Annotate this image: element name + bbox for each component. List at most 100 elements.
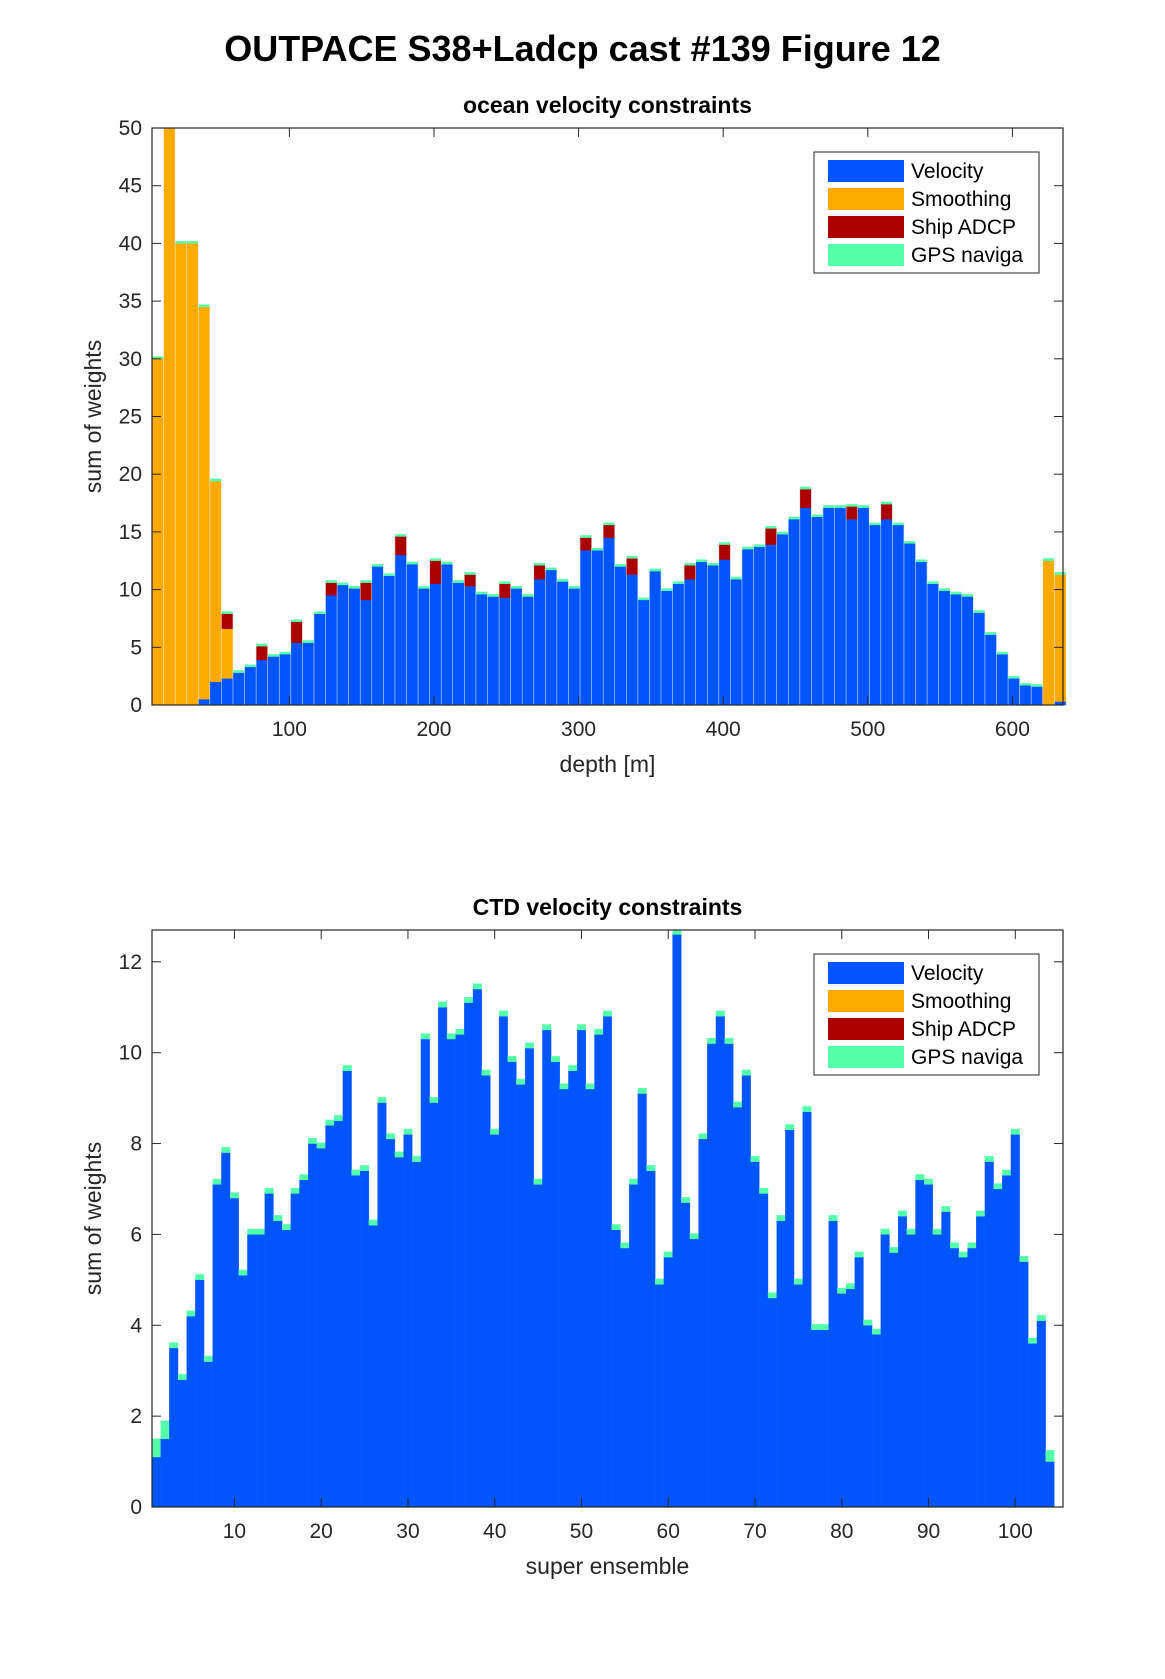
bar-velocity <box>394 1157 404 1508</box>
bar-velocity <box>429 583 442 706</box>
bar-velocity <box>446 1038 456 1508</box>
bar-velocity <box>221 1152 231 1508</box>
bar-velocity <box>160 1438 170 1508</box>
ocean-velocity-chart: 0 5 10 15 20 25 30 35 40 45 50 100 200 300 400 500 600 oc… <box>80 92 1067 777</box>
bar-gps-naviga <box>244 664 257 668</box>
bar-gps-naviga <box>550 1056 560 1062</box>
bar-ship-adcp <box>764 528 777 545</box>
bar-gps-naviga <box>741 546 754 550</box>
bar-gps-naviga <box>637 1087 647 1094</box>
bar-gps-naviga <box>510 585 523 589</box>
bar-velocity <box>169 1347 179 1508</box>
bar-gps-naviga <box>559 1083 569 1090</box>
y-tick-label: 4 <box>130 1314 142 1337</box>
bar-gps-naviga <box>568 585 581 589</box>
bar-gps-naviga <box>542 1024 552 1031</box>
bar-velocity <box>683 579 696 706</box>
bar-velocity <box>498 597 511 706</box>
bar-velocity <box>950 594 962 706</box>
bar-velocity <box>776 534 789 706</box>
bar-velocity <box>368 1225 378 1508</box>
bar-velocity <box>996 654 1009 706</box>
bar-velocity <box>915 561 928 706</box>
bar-ship-adcp <box>429 560 442 584</box>
bar-velocity <box>1010 1134 1020 1508</box>
x-tick-label: 90 <box>917 1520 940 1543</box>
x-tick-label: 10 <box>223 1520 246 1543</box>
bar-gps-naviga <box>302 640 315 643</box>
bar-gps-naviga <box>195 1274 205 1280</box>
bar-gps-naviga <box>247 1228 257 1235</box>
bar-gps-naviga <box>371 564 384 567</box>
bar-velocity <box>730 579 743 706</box>
bar-gps-naviga <box>629 1178 639 1185</box>
legend-label: Ship ADCP <box>911 1018 1016 1041</box>
bar-velocity <box>611 1229 621 1508</box>
y-tick-label: 40 <box>119 232 142 255</box>
bar-gps-naviga <box>212 1178 222 1185</box>
legend-swatch-2 <box>828 1018 904 1040</box>
bar-velocity <box>464 585 477 706</box>
bar-velocity <box>510 588 523 706</box>
bar-velocity <box>232 672 245 706</box>
bar-gps-naviga <box>591 547 604 551</box>
bar-velocity <box>403 1134 413 1508</box>
bar-gps-naviga <box>892 522 905 526</box>
bar-smoothing <box>174 243 187 706</box>
bar-velocity <box>903 543 916 706</box>
bar-gps-naviga <box>151 1438 161 1458</box>
bar-velocity <box>845 519 858 706</box>
y-tick-label: 2 <box>130 1405 142 1428</box>
bar-velocity <box>438 1007 448 1508</box>
ctd-velocity-chart: 0 2 4 6 8 10 12 10 20 30 40 50 60 70 80 90 100 CTD veloci… <box>80 894 1064 1579</box>
bar-velocity <box>550 1061 560 1508</box>
bar-velocity <box>264 1193 274 1508</box>
bar-gps-naviga <box>568 1065 578 1071</box>
bar-velocity <box>429 1102 439 1508</box>
bar-gps-naviga <box>828 1215 838 1221</box>
bar-velocity <box>967 1247 977 1508</box>
bar-velocity <box>819 1329 829 1508</box>
bar-gps-naviga <box>672 929 682 935</box>
bar-gps-naviga <box>429 1097 439 1103</box>
bar-gps-naviga <box>420 1033 430 1040</box>
bar-gps-naviga <box>993 1183 1003 1190</box>
bar-velocity <box>924 1184 934 1508</box>
bar-gps-naviga <box>394 534 407 537</box>
bar-velocity <box>533 579 546 706</box>
bar-gps-naviga <box>221 611 234 614</box>
bar-velocity <box>255 1234 265 1508</box>
bar-gps-naviga <box>524 1042 534 1049</box>
bar-velocity <box>360 1170 370 1508</box>
bar-gps-naviga <box>290 619 303 623</box>
bar-velocity <box>325 1125 335 1508</box>
bar-gps-naviga <box>481 1069 491 1076</box>
bar-velocity <box>351 1175 361 1508</box>
bar-velocity <box>857 507 870 706</box>
bar-velocity <box>281 1229 291 1508</box>
bar-gps-naviga <box>455 1028 465 1035</box>
y-axis-label: sum of weights <box>80 1142 106 1295</box>
bar-gps-naviga <box>799 486 812 490</box>
bar-gps-naviga <box>767 1292 777 1299</box>
bar-gps-naviga <box>811 514 824 518</box>
bar-velocity <box>759 1193 769 1508</box>
bar-gps-naviga <box>446 1033 456 1040</box>
bar-velocity <box>718 559 731 706</box>
bar-velocity <box>198 699 210 706</box>
bar-gps-naviga <box>316 1142 326 1149</box>
y-tick-label: 5 <box>130 636 142 659</box>
bar-velocity <box>889 1252 899 1508</box>
bar-ship-adcp <box>360 582 372 601</box>
bar-ship-adcp <box>325 582 338 596</box>
bar-gps-naviga <box>707 1037 717 1044</box>
bar-velocity <box>371 566 384 706</box>
bar-velocity <box>302 642 315 706</box>
bar-velocity <box>377 1102 387 1508</box>
bar-velocity <box>203 1361 213 1508</box>
bar-smoothing <box>1042 560 1055 706</box>
bar-velocity <box>750 1161 760 1508</box>
bar-velocity <box>452 582 465 706</box>
bar-gps-naviga <box>336 582 349 586</box>
bar-velocity <box>591 550 604 706</box>
